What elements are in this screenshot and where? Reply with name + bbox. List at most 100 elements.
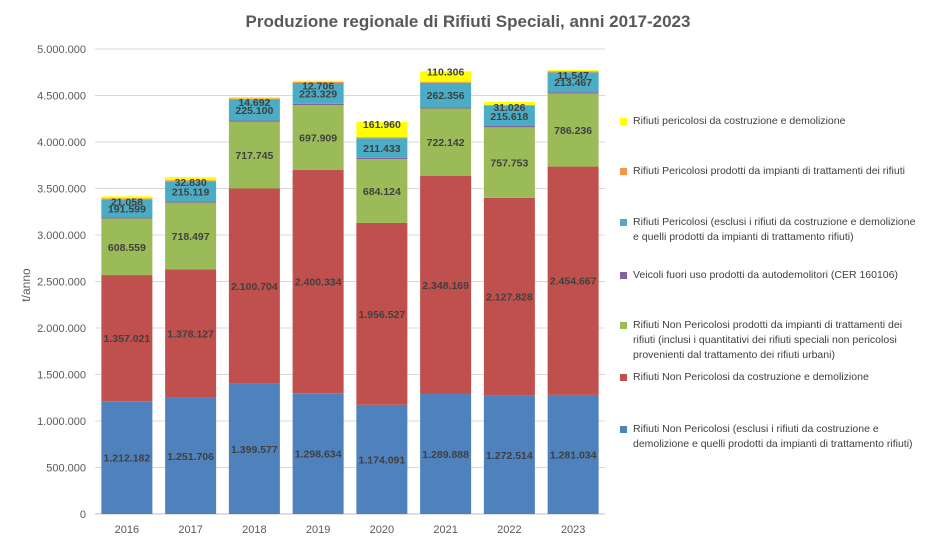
data-label: 757.753: [490, 158, 528, 170]
x-tick-label: 2022: [497, 524, 521, 536]
data-label: 2.400.334: [295, 277, 342, 289]
bar-segment: [483, 395, 535, 514]
bar-segment: [483, 104, 535, 106]
bar-segment: [483, 105, 535, 126]
bar-segment: [547, 166, 599, 395]
data-label: 213.467: [554, 77, 592, 89]
bar-segment: [228, 383, 280, 514]
bar-segment: [420, 71, 472, 82]
x-tick-label: 2021: [433, 524, 457, 536]
data-label: 12.706: [302, 81, 334, 93]
bar-segment: [420, 81, 472, 83]
bar-segment: [420, 175, 472, 395]
legend-label: Rifiuti pericolosi da costruzione e demo…: [633, 115, 846, 127]
x-tick-label: 2019: [306, 524, 330, 536]
data-label: 2.100.704: [231, 281, 278, 293]
bar-segment: [420, 107, 472, 109]
chart-title: Produzione regionale di Rifiuti Speciali…: [245, 12, 691, 31]
bar-segment: [356, 157, 408, 160]
data-label: 1.378.127: [167, 329, 214, 341]
bar-segment: [228, 99, 280, 121]
y-tick-label: 2.000.000: [37, 323, 86, 335]
bar-segment: [420, 108, 472, 176]
y-tick-label: 1.000.000: [37, 416, 86, 428]
bar-segment: [292, 81, 344, 84]
legend-item: Rifiuti Pericolosi prodotti da impianti …: [618, 164, 918, 179]
bar-segment: [101, 199, 153, 218]
y-tick-label: 4.500.000: [37, 91, 86, 103]
bar-segment: [165, 269, 217, 398]
bar-segment: [547, 394, 599, 514]
legend-swatch: [620, 272, 627, 279]
x-tick-label: 2017: [178, 524, 202, 536]
legend-label: Rifiuti Non Pericolosi da costruzione e …: [633, 371, 869, 383]
data-label: 1.174.091: [359, 454, 406, 466]
data-label: 215.119: [172, 186, 210, 198]
bar-segment: [101, 401, 153, 514]
data-label: 1.298.634: [295, 449, 342, 461]
data-label: 211.433: [363, 143, 401, 155]
data-label: 262.356: [427, 90, 465, 102]
y-tick-label: 2.500.000: [37, 277, 86, 289]
bar-segment: [547, 92, 599, 94]
legend-item: Rifiuti Non Pericolosi da costruzione e …: [618, 370, 918, 385]
legend-swatch: [620, 426, 627, 433]
bar-segment: [165, 180, 217, 182]
data-label: 32.830: [175, 177, 207, 189]
legend-swatch: [620, 168, 627, 175]
bar-segment: [101, 198, 153, 200]
data-label: 1.272.514: [486, 450, 533, 462]
data-label: 191.599: [108, 203, 146, 215]
legend-item: Rifiuti Pericolosi (esclusi i rifiuti da…: [618, 215, 918, 245]
data-label: 31.026: [493, 102, 525, 114]
bar-segment: [356, 159, 408, 223]
bar-segment: [292, 103, 344, 106]
bar-segment: [101, 275, 153, 402]
legend-item: Rifiuti Non Pericolosi prodotti da impia…: [618, 318, 918, 363]
bar-segment: [165, 177, 217, 181]
data-label: 717.745: [235, 150, 273, 162]
data-label: 223.329: [299, 88, 337, 100]
bar-segment: [292, 83, 344, 104]
legend-item: Rifiuti pericolosi da costruzione e demo…: [618, 114, 918, 129]
data-label: 718.497: [172, 231, 210, 243]
data-label: 1.281.034: [550, 449, 597, 461]
y-tick-label: 1.500.000: [37, 370, 86, 382]
bar-segment: [420, 82, 472, 108]
data-label: 1.251.706: [167, 451, 214, 463]
data-label: 2.454.667: [550, 276, 597, 288]
data-label: 722.142: [427, 137, 465, 149]
data-label: 2.348.169: [422, 280, 469, 292]
bar-segment: [165, 201, 217, 203]
bar-segment: [356, 222, 408, 405]
data-label: 1.212.182: [104, 453, 151, 465]
legend-item: Veicoli fuori uso prodotti da autodemoli…: [618, 268, 918, 283]
bar-segment: [165, 181, 217, 202]
data-label: 1.357.021: [104, 333, 151, 345]
x-tick-label: 2018: [242, 524, 266, 536]
data-label: 161.960: [363, 119, 401, 131]
x-tick-label: 2020: [370, 524, 394, 536]
legend-swatch: [620, 219, 627, 226]
bar-segment: [292, 169, 344, 394]
bar-segment: [547, 93, 599, 167]
legend-swatch: [620, 118, 627, 125]
bar-segment: [547, 70, 599, 72]
bar-segment: [101, 218, 153, 276]
bar-segment: [547, 71, 599, 73]
bar-segment: [292, 393, 344, 514]
y-tick-label: 0: [80, 509, 86, 521]
bar-segment: [547, 72, 599, 93]
y-tick-label: 4.000.000: [37, 137, 86, 149]
bar-segment: [228, 121, 280, 189]
y-tick-label: 3.500.000: [37, 184, 86, 196]
legend-label: Rifiuti Pericolosi prodotti da impianti …: [633, 165, 905, 177]
bar-segment: [483, 125, 535, 128]
data-label: 697.909: [299, 133, 337, 145]
data-label: 786.236: [554, 125, 592, 137]
data-label: 21.058: [111, 196, 143, 208]
x-tick-label: 2023: [561, 524, 585, 536]
bar-segment: [356, 137, 408, 139]
bar-segment: [356, 138, 408, 158]
